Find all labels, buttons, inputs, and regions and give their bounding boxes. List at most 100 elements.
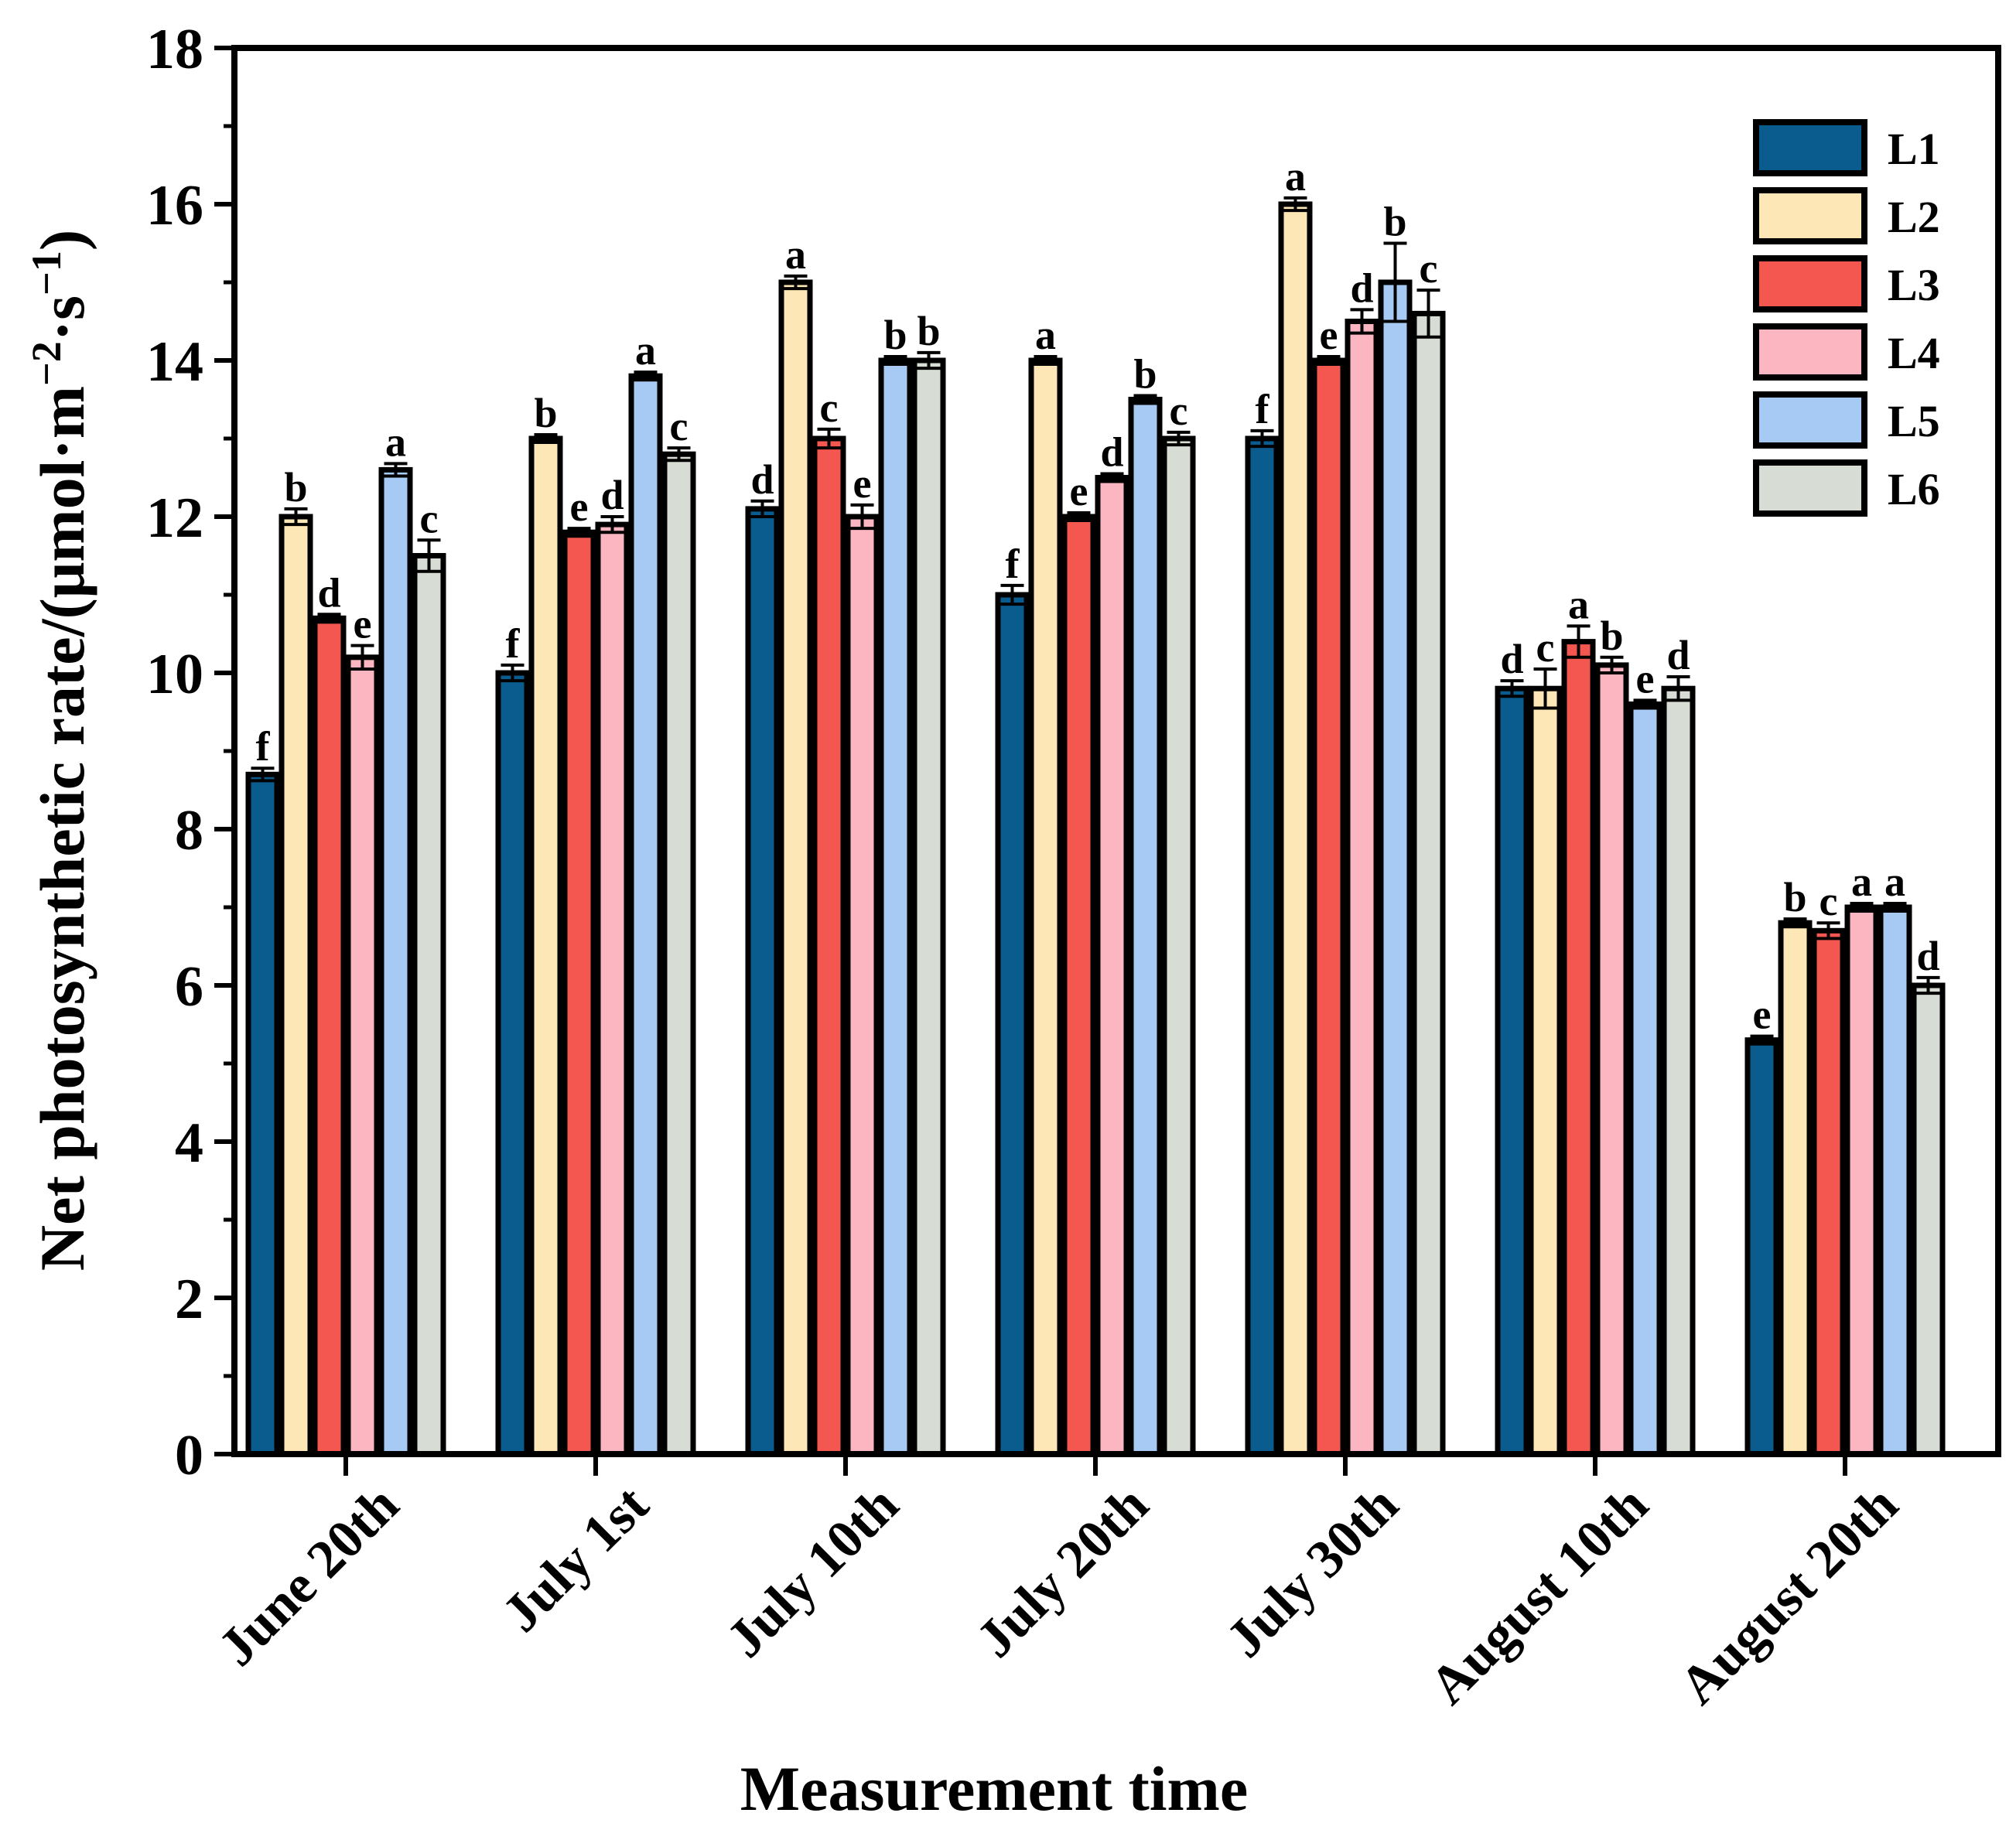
sig-letter-l3-1: e bbox=[570, 483, 589, 530]
sig-letter-l2-6: b bbox=[1783, 874, 1806, 920]
sig-letter-l3-2: c bbox=[820, 384, 839, 431]
sig-letter-l6-3: c bbox=[1170, 388, 1188, 434]
sig-letter-l6-4: c bbox=[1420, 245, 1438, 292]
bar-l4-3 bbox=[1095, 475, 1129, 1457]
sig-letter-l1-1: f bbox=[506, 620, 521, 667]
bar-l5-1 bbox=[628, 373, 663, 1457]
bar-l5-3 bbox=[1128, 397, 1163, 1457]
sig-letter-l6-1: c bbox=[670, 403, 689, 449]
bar-l5-4 bbox=[1378, 279, 1413, 1457]
sig-letter-l4-2: e bbox=[853, 460, 872, 507]
bar-l3-1 bbox=[562, 529, 596, 1457]
bar-l5-2 bbox=[878, 357, 913, 1457]
bar-l2-3 bbox=[1028, 357, 1063, 1457]
sig-letter-l4-3: d bbox=[1100, 428, 1123, 475]
sig-letter-l2-3: a bbox=[1035, 312, 1056, 358]
sig-letter-l4-5: b bbox=[1600, 613, 1623, 659]
bar-l1-3 bbox=[995, 592, 1030, 1457]
bar-l5-0 bbox=[378, 466, 413, 1457]
bar-l1-1 bbox=[495, 670, 530, 1457]
y-tick-label-9: 18 bbox=[146, 18, 203, 81]
y-tick-label-3: 6 bbox=[175, 955, 203, 1019]
legend-label-l5: L5 bbox=[1888, 396, 1940, 446]
x-tick-label-1: July 1st bbox=[491, 1475, 660, 1644]
sig-letter-l5-1: a bbox=[635, 327, 656, 374]
sig-letter-l3-0: d bbox=[317, 569, 340, 616]
sig-letter-l4-4: d bbox=[1350, 265, 1373, 311]
bar-l5-6 bbox=[1878, 904, 1912, 1457]
sig-letter-l1-6: e bbox=[1753, 992, 1772, 1038]
x-axis-title: Measurement time bbox=[740, 1753, 1249, 1824]
legend-label-l6: L6 bbox=[1888, 464, 1940, 514]
bar-l3-2 bbox=[812, 435, 846, 1457]
sig-letter-l5-3: b bbox=[1133, 350, 1157, 397]
sig-letter-l3-6: c bbox=[1820, 878, 1838, 924]
sig-letter-l6-0: c bbox=[420, 495, 439, 541]
y-tick-label-4: 8 bbox=[175, 799, 203, 862]
sig-letter-l4-6: a bbox=[1851, 859, 1872, 905]
bar-l5-5 bbox=[1628, 701, 1662, 1457]
bar-l1-0 bbox=[245, 771, 280, 1457]
sig-letter-l3-4: e bbox=[1320, 312, 1338, 358]
y-axis-title: Net photosynthetic rate/(μmol·m−2·s−1) bbox=[23, 230, 97, 1271]
legend-swatch-l1 bbox=[1753, 119, 1867, 176]
legend-label-l4: L4 bbox=[1888, 328, 1940, 378]
bar-l2-5 bbox=[1528, 685, 1563, 1457]
bar-l4-2 bbox=[845, 514, 880, 1457]
sig-letter-l6-6: d bbox=[1916, 933, 1939, 979]
bar-l1-4 bbox=[1245, 435, 1280, 1457]
bar-l6-2 bbox=[911, 357, 946, 1457]
x-tick-label-4: July 30th bbox=[1215, 1475, 1409, 1669]
sig-letter-l4-0: e bbox=[354, 601, 372, 647]
legend-label-l3: L3 bbox=[1888, 260, 1940, 310]
bar-l3-4 bbox=[1311, 357, 1346, 1457]
sig-letter-l1-2: d bbox=[750, 456, 774, 503]
bar-l6-1 bbox=[661, 451, 696, 1457]
y-tick-label-1: 2 bbox=[175, 1268, 203, 1331]
bar-l2-4 bbox=[1278, 201, 1313, 1457]
sig-letter-l1-4: f bbox=[1256, 386, 1270, 432]
bar-l3-6 bbox=[1811, 927, 1846, 1457]
sig-letter-l3-3: e bbox=[1070, 468, 1088, 514]
sig-letter-l4-1: d bbox=[600, 472, 624, 518]
sig-letter-l2-0: b bbox=[284, 464, 307, 510]
bar-l4-5 bbox=[1594, 662, 1629, 1457]
sig-letter-l5-6: a bbox=[1884, 859, 1905, 905]
legend-swatch-l3 bbox=[1753, 255, 1867, 312]
sig-letter-l5-0: a bbox=[385, 418, 406, 465]
bar-l1-5 bbox=[1495, 685, 1529, 1457]
sig-letter-l2-4: a bbox=[1285, 153, 1306, 200]
bar-l6-5 bbox=[1661, 685, 1696, 1457]
y-tick-label-2: 4 bbox=[175, 1111, 203, 1175]
bar-l6-3 bbox=[1161, 435, 1196, 1457]
legend-swatch-l2 bbox=[1753, 187, 1867, 244]
bar-l4-4 bbox=[1345, 319, 1379, 1457]
bar-l4-1 bbox=[595, 521, 630, 1457]
bar-l4-6 bbox=[1844, 904, 1879, 1457]
bar-l2-0 bbox=[278, 514, 313, 1457]
legend-swatch-l6 bbox=[1753, 459, 1867, 517]
bar-l4-0 bbox=[345, 654, 380, 1457]
sig-letter-l5-4: b bbox=[1383, 199, 1406, 245]
legend: L1 L2 L3 L4 L5 L6 bbox=[1753, 119, 1940, 517]
y-tick-label-7: 14 bbox=[146, 330, 203, 394]
sig-letter-l1-0: f bbox=[256, 723, 271, 770]
sig-letter-l5-2: b bbox=[883, 312, 907, 358]
x-tick-label-5: August 10th bbox=[1419, 1475, 1660, 1716]
legend-swatch-l5 bbox=[1753, 391, 1867, 449]
sig-letter-l3-5: a bbox=[1568, 581, 1589, 627]
y-tick-label-0: 0 bbox=[175, 1424, 203, 1487]
x-tick-label-0: June 20th bbox=[207, 1475, 410, 1678]
bar-l6-4 bbox=[1411, 310, 1446, 1457]
x-tick-label-2: July 10th bbox=[716, 1475, 910, 1669]
bar-l6-6 bbox=[1911, 982, 1946, 1457]
sig-letter-l1-5: d bbox=[1500, 636, 1523, 682]
bar-l3-5 bbox=[1561, 639, 1596, 1457]
bar-l1-2 bbox=[745, 506, 780, 1457]
bar-l3-3 bbox=[1061, 514, 1096, 1457]
legend-label-l2: L2 bbox=[1888, 192, 1940, 242]
sig-letter-l2-1: b bbox=[534, 390, 557, 436]
bars-layer bbox=[245, 196, 1946, 1457]
